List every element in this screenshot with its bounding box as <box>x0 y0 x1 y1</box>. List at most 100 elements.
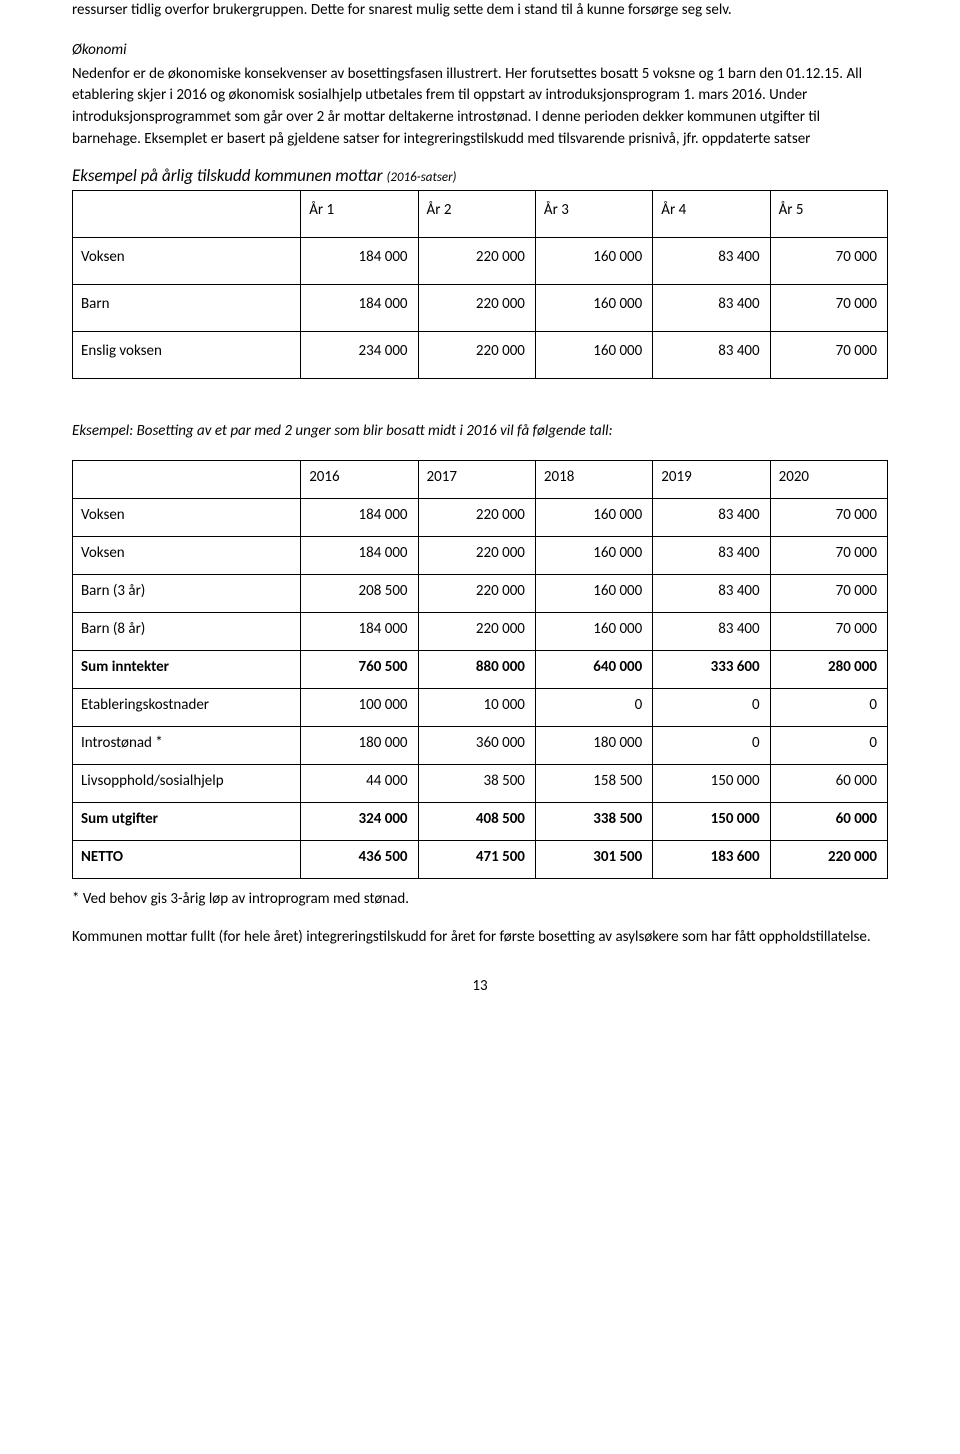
cell: 70 000 <box>770 284 887 331</box>
table-header: 2019 <box>653 461 770 499</box>
cell: 44 000 <box>301 765 418 803</box>
table-row: Barn (3 år)208 500220 000160 00083 40070… <box>73 575 888 613</box>
cell: 208 500 <box>301 575 418 613</box>
row-label: Sum inntekter <box>73 651 301 689</box>
cell: 880 000 <box>418 651 535 689</box>
table-bosetting: 2016 2017 2018 2019 2020 Voksen184 00022… <box>72 460 888 879</box>
table-row: Etableringskostnader100 00010 000000 <box>73 689 888 727</box>
cell: 83 400 <box>653 331 770 378</box>
cell: 160 000 <box>535 613 652 651</box>
table-header-blank <box>73 190 301 237</box>
cell: 184 000 <box>301 499 418 537</box>
table-header-blank <box>73 461 301 499</box>
table-row: År 1 År 2 År 3 År 4 År 5 <box>73 190 888 237</box>
cell: 220 000 <box>418 237 535 284</box>
table-row: Sum utgifter324 000408 500338 500150 000… <box>73 803 888 841</box>
cell: 180 000 <box>301 727 418 765</box>
cell: 158 500 <box>535 765 652 803</box>
table-row: Voksen 184 000 220 000 160 000 83 400 70… <box>73 237 888 284</box>
cell: 100 000 <box>301 689 418 727</box>
table-row: NETTO436 500471 500301 500183 600220 000 <box>73 841 888 879</box>
cell: 150 000 <box>653 765 770 803</box>
table1-title-sub: (2016-satser) <box>386 170 456 185</box>
closing-paragraph: Kommunen mottar fullt (for hele året) in… <box>72 927 888 949</box>
cell: 184 000 <box>301 237 418 284</box>
table1-title: Eksempel på årlig tilskudd kommunen mott… <box>72 165 888 186</box>
cell: 220 000 <box>418 575 535 613</box>
cell: 70 000 <box>770 613 887 651</box>
cell: 70 000 <box>770 237 887 284</box>
row-label: Etableringskostnader <box>73 689 301 727</box>
table-header: 2016 <box>301 461 418 499</box>
cell: 183 600 <box>653 841 770 879</box>
cell: 234 000 <box>301 331 418 378</box>
example2-label: Eksempel: Bosetting av et par med 2 unge… <box>72 421 888 443</box>
cell: 70 000 <box>770 331 887 378</box>
cell: 83 400 <box>653 237 770 284</box>
cell: 83 400 <box>653 613 770 651</box>
table-row: Voksen184 000220 000160 00083 40070 000 <box>73 499 888 537</box>
cell: 83 400 <box>653 499 770 537</box>
cell: 180 000 <box>535 727 652 765</box>
table-row: Enslig voksen 234 000 220 000 160 000 83… <box>73 331 888 378</box>
table-header: År 4 <box>653 190 770 237</box>
row-label: Livsopphold/sosialhjelp <box>73 765 301 803</box>
row-label: Voksen <box>73 537 301 575</box>
footnote: * Ved behov gis 3-årig løp av introprogr… <box>72 889 888 911</box>
cell: 10 000 <box>418 689 535 727</box>
table-row: 2016 2017 2018 2019 2020 <box>73 461 888 499</box>
page-number: 13 <box>72 977 888 995</box>
cell: 760 500 <box>301 651 418 689</box>
table-row: Introstønad *180 000360 000180 00000 <box>73 727 888 765</box>
row-label: NETTO <box>73 841 301 879</box>
cell: 220 000 <box>418 499 535 537</box>
paragraph-intro-2: Nedenfor er de økonomiske konsekvenser a… <box>72 64 888 151</box>
table-header: År 5 <box>770 190 887 237</box>
row-label: Voksen <box>73 499 301 537</box>
cell: 160 000 <box>535 499 652 537</box>
cell: 70 000 <box>770 537 887 575</box>
cell: 83 400 <box>653 537 770 575</box>
cell: 220 000 <box>418 284 535 331</box>
cell: 0 <box>770 727 887 765</box>
row-label: Voksen <box>73 237 301 284</box>
cell: 83 400 <box>653 575 770 613</box>
row-label: Introstønad * <box>73 727 301 765</box>
table-header: År 3 <box>535 190 652 237</box>
document-page: ressurser tidlig overfor brukergruppen. … <box>0 0 960 1035</box>
table-row: Voksen184 000220 000160 00083 40070 000 <box>73 537 888 575</box>
cell: 338 500 <box>535 803 652 841</box>
cell: 280 000 <box>770 651 887 689</box>
row-label: Enslig voksen <box>73 331 301 378</box>
table-row: Barn 184 000 220 000 160 000 83 400 70 0… <box>73 284 888 331</box>
cell: 324 000 <box>301 803 418 841</box>
cell: 436 500 <box>301 841 418 879</box>
cell: 640 000 <box>535 651 652 689</box>
cell: 70 000 <box>770 575 887 613</box>
cell: 184 000 <box>301 613 418 651</box>
cell: 471 500 <box>418 841 535 879</box>
cell: 220 000 <box>418 331 535 378</box>
cell: 0 <box>770 689 887 727</box>
cell: 70 000 <box>770 499 887 537</box>
row-label: Sum utgifter <box>73 803 301 841</box>
table-row: Barn (8 år)184 000220 000160 00083 40070… <box>73 613 888 651</box>
cell: 184 000 <box>301 284 418 331</box>
cell: 301 500 <box>535 841 652 879</box>
table-header: År 1 <box>301 190 418 237</box>
table-tilskudd: År 1 År 2 År 3 År 4 År 5 Voksen 184 000 … <box>72 190 888 379</box>
cell: 160 000 <box>535 284 652 331</box>
cell: 220 000 <box>418 537 535 575</box>
cell: 360 000 <box>418 727 535 765</box>
cell: 60 000 <box>770 803 887 841</box>
cell: 408 500 <box>418 803 535 841</box>
row-label: Barn <box>73 284 301 331</box>
cell: 60 000 <box>770 765 887 803</box>
row-label: Barn (8 år) <box>73 613 301 651</box>
cell: 333 600 <box>653 651 770 689</box>
table-header: År 2 <box>418 190 535 237</box>
cell: 220 000 <box>770 841 887 879</box>
table-row: Sum inntekter760 500880 000640 000333 60… <box>73 651 888 689</box>
cell: 160 000 <box>535 331 652 378</box>
table1-title-main: Eksempel på årlig tilskudd kommunen mott… <box>72 165 383 186</box>
